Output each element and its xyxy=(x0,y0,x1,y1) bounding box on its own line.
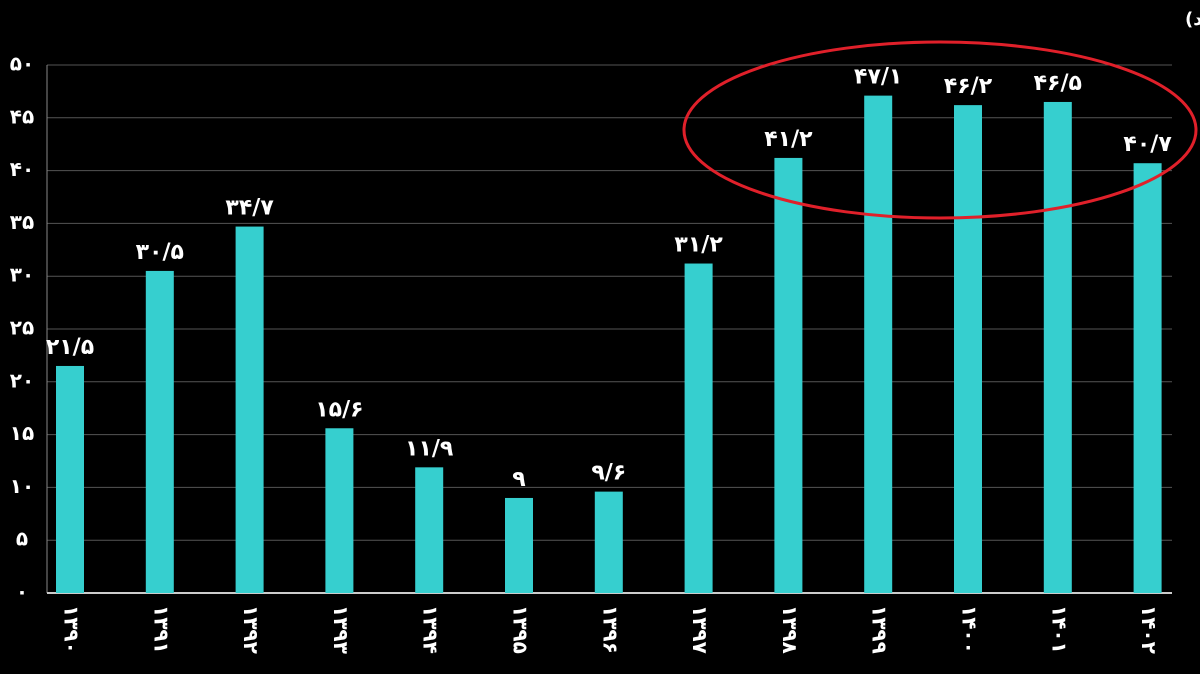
x-tick-label: ۱۳۹۲ xyxy=(239,605,263,654)
x-tick-label: ۱۳۹۸ xyxy=(778,605,802,654)
x-tick-label: ۱۳۹۱ xyxy=(149,605,173,654)
value-label: ۴۱/۲ xyxy=(764,127,813,152)
y-tick-label: ۳۵ xyxy=(10,210,34,234)
value-label: ۴۶/۵ xyxy=(1034,71,1082,96)
bar xyxy=(594,491,623,593)
value-label: ۳۴/۷ xyxy=(225,196,274,221)
value-label: ۱۱/۹ xyxy=(405,436,453,461)
bar xyxy=(145,270,174,593)
bar xyxy=(954,105,982,594)
y-tick-label: ۴۵ xyxy=(10,104,34,128)
bar xyxy=(505,497,533,593)
y-tick-label: ۱۰ xyxy=(10,474,34,498)
value-label: ۲۱/۵ xyxy=(46,335,94,360)
value-label: ۴۰/۷ xyxy=(1123,132,1172,157)
bar xyxy=(1043,101,1072,594)
x-tick-label: ۱۴۰۲ xyxy=(1137,605,1161,654)
value-label: ۳۰/۵ xyxy=(136,240,184,265)
bar xyxy=(774,157,803,594)
value-label: ۴۷/۱ xyxy=(854,65,902,90)
unit-label: (واحد: درصد) xyxy=(1185,9,1200,30)
highlight-ellipse xyxy=(682,40,1198,220)
y-tick-label: ۵۰ xyxy=(10,52,34,76)
bar xyxy=(1133,163,1162,593)
x-tick-label: ۱۳۹۴ xyxy=(419,605,443,654)
x-tick-label: ۱۴۰۱ xyxy=(1047,605,1071,654)
bar xyxy=(325,428,354,593)
y-tick-label: ۴۰ xyxy=(10,157,34,181)
x-tick-label: ۱۳۹۷ xyxy=(688,605,712,654)
value-label: ۳۱/۲ xyxy=(674,233,723,258)
bar xyxy=(56,365,84,593)
x-tick-label: ۱۴۰۰ xyxy=(958,605,982,654)
y-tick-label: ۲۰ xyxy=(10,368,34,392)
bar xyxy=(415,467,444,593)
value-label: ۴۶/۲ xyxy=(944,74,993,99)
bar xyxy=(684,263,713,593)
x-tick-label: ۱۳۹۰ xyxy=(60,605,84,654)
bar xyxy=(235,226,264,593)
x-tick-label: ۱۳۹۶ xyxy=(598,605,622,654)
value-label: ۱۵/۶ xyxy=(315,397,363,422)
x-tick-label: ۱۳۹۵ xyxy=(509,605,533,654)
x-tick-label: ۱۳۹۳ xyxy=(329,605,353,654)
bar xyxy=(864,95,893,594)
y-tick-label: ۰ xyxy=(16,580,28,604)
y-tick-label: ۵ xyxy=(16,527,28,551)
y-tick-label: ۳۰ xyxy=(10,263,34,287)
x-tick-label: ۱۳۹۹ xyxy=(868,605,892,654)
y-tick-label: ۱۵ xyxy=(10,421,34,445)
value-label: ۹ xyxy=(512,467,525,492)
y-tick-label: ۲۵ xyxy=(10,316,34,340)
value-label: ۹/۶ xyxy=(591,461,626,486)
